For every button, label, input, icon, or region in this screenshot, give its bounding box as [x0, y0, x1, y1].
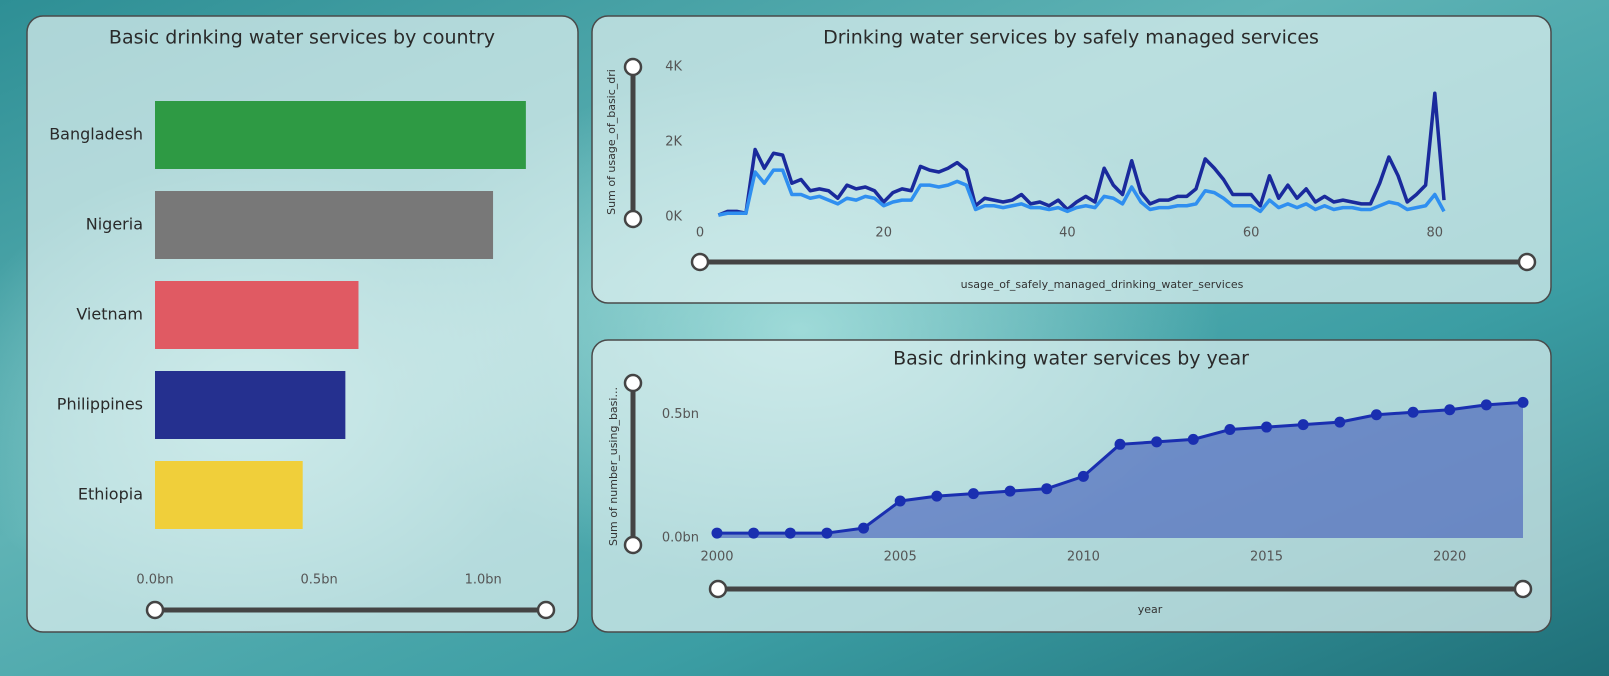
range-slider-handle[interactable] — [145, 600, 165, 620]
range-slider-handle[interactable] — [536, 600, 556, 620]
x-tick-label: 2010 — [1067, 550, 1100, 565]
charts: Basic drinking water services by country… — [49, 27, 1537, 620]
category-label: Philippines — [57, 395, 143, 414]
panel — [591, 339, 1552, 633]
x-tick-label: 20 — [875, 226, 892, 241]
bar — [155, 461, 303, 529]
y-axis-label: Sum of usage_of_basic_dri — [605, 69, 618, 215]
x-tick-label: 0.5bn — [301, 573, 338, 588]
line — [718, 168, 1446, 217]
y-tick-label: 2K — [665, 135, 682, 150]
y-tick-label: 0.5bn — [662, 407, 699, 422]
x-tick-label: 2005 — [884, 550, 917, 565]
point — [1261, 421, 1273, 433]
point — [711, 527, 723, 539]
x-tick-label: 60 — [1243, 226, 1260, 241]
point — [858, 522, 870, 534]
x-tick-label: 40 — [1059, 226, 1076, 241]
range-slider-handle[interactable] — [1513, 579, 1533, 599]
category-label: Ethiopia — [78, 485, 143, 504]
y-tick-label: 0K — [665, 210, 682, 225]
category-label: Bangladesh — [49, 125, 143, 144]
range-slider-handle[interactable] — [690, 252, 710, 272]
range-slider-handle[interactable] — [623, 535, 643, 555]
point — [1334, 416, 1346, 428]
point — [967, 488, 979, 500]
point — [821, 527, 833, 539]
y-axis-label: Sum of number_using_basi... — [607, 387, 620, 546]
x-tick-label: 2020 — [1433, 550, 1466, 565]
chart-title: Basic drinking water services by year — [893, 348, 1249, 370]
point — [1224, 424, 1236, 436]
y-tick-label: 0.0bn — [662, 531, 699, 546]
point — [784, 527, 796, 539]
point — [1187, 433, 1199, 445]
bar — [155, 191, 494, 259]
area — [717, 402, 1523, 538]
x-tick-label: 1.0bn — [465, 573, 502, 588]
point — [1480, 399, 1492, 411]
point — [1004, 485, 1016, 497]
point — [1370, 409, 1382, 421]
point — [1041, 483, 1053, 495]
point — [1407, 406, 1419, 418]
x-tick-label: 0.0bn — [136, 573, 173, 588]
x-axis-label: year — [1138, 603, 1163, 616]
range-slider-handle[interactable] — [623, 209, 643, 229]
x-tick-label: 2015 — [1250, 550, 1283, 565]
chart-title: Drinking water services by safely manage… — [823, 27, 1319, 49]
point — [1444, 404, 1456, 416]
y-tick-label: 4K — [665, 60, 682, 75]
bar — [155, 281, 359, 349]
x-tick-label: 80 — [1427, 226, 1444, 241]
x-tick-label: 0 — [696, 226, 704, 241]
bar — [155, 101, 526, 169]
point — [894, 495, 906, 507]
range-slider-handle[interactable] — [708, 579, 728, 599]
point — [1077, 470, 1089, 482]
category-label: Vietnam — [76, 305, 143, 324]
range-slider-handle[interactable] — [623, 373, 643, 393]
point — [1297, 419, 1309, 431]
bar — [155, 371, 346, 439]
point — [1151, 436, 1163, 448]
point — [1114, 438, 1126, 450]
panel — [591, 15, 1552, 304]
line — [717, 91, 1446, 217]
point — [1517, 396, 1529, 408]
chart-title: Basic drinking water services by country — [109, 27, 495, 49]
range-slider-handle[interactable] — [1517, 252, 1537, 272]
point — [931, 490, 943, 502]
category-label: Nigeria — [86, 215, 143, 234]
x-tick-label: 2000 — [700, 550, 733, 565]
point — [748, 527, 760, 539]
range-slider-handle[interactable] — [623, 57, 643, 77]
x-axis-label: usage_of_safely_managed_drinking_water_s… — [961, 278, 1244, 291]
